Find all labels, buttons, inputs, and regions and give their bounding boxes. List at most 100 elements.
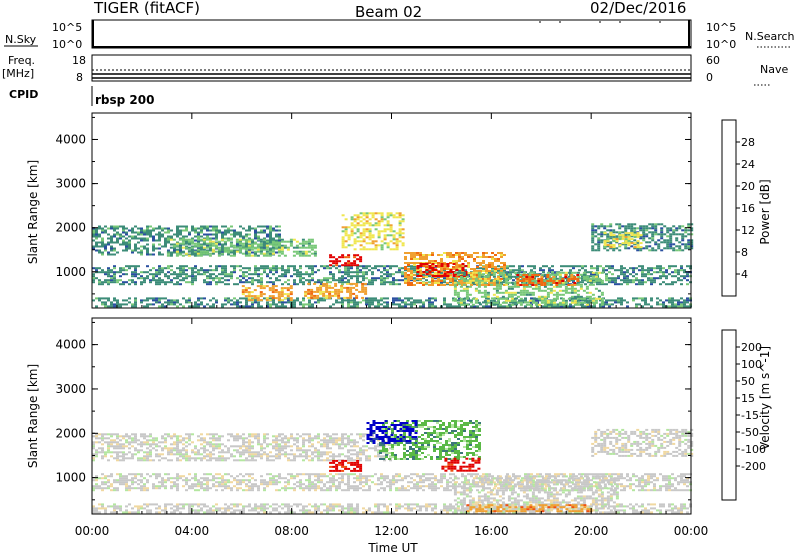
power-cell [612, 238, 616, 241]
power-cell [383, 228, 387, 231]
power-cell [128, 297, 131, 300]
power-cell [500, 278, 503, 280]
power-cell [606, 240, 610, 243]
power-cell [242, 267, 245, 270]
power-cell [155, 271, 158, 274]
power-cell [461, 280, 464, 282]
power-cell [545, 281, 548, 284]
power-cell [416, 299, 419, 302]
power-cell [591, 297, 595, 300]
power-cell [254, 279, 257, 282]
power-cell [230, 273, 233, 276]
power-cell [199, 254, 203, 257]
power-cell [585, 295, 589, 298]
power-cell [167, 281, 170, 284]
power-cell [242, 247, 245, 250]
power-cell [621, 234, 625, 237]
power-cell [281, 305, 284, 308]
power-cell [355, 282, 359, 285]
power-cell [611, 277, 614, 280]
power-cell [456, 295, 460, 298]
power-cell [265, 254, 269, 257]
power-cell [497, 269, 500, 272]
power-cell [452, 284, 455, 286]
power-cell [585, 275, 589, 278]
power-cell [683, 303, 686, 306]
velocity-cell [197, 509, 200, 512]
power-cell [155, 301, 158, 304]
power-cell [200, 243, 203, 246]
power-cell [119, 275, 122, 278]
power-cell [262, 238, 266, 241]
power-cell [374, 277, 377, 280]
power-cell [615, 238, 619, 241]
power-cell [359, 258, 363, 261]
power-cell [458, 269, 461, 272]
power-cell [356, 269, 359, 272]
power-cell [545, 277, 548, 280]
velocity-cell [107, 475, 110, 478]
power-cell [323, 277, 326, 280]
power-cell [263, 245, 266, 248]
velocity-cell [146, 487, 149, 490]
power-cell [533, 277, 536, 280]
velocity-cell [626, 505, 629, 508]
power-cell [167, 249, 170, 252]
power-cell [662, 301, 665, 304]
power-cell [107, 297, 110, 300]
power-cell [461, 284, 464, 286]
power-cell [296, 297, 299, 300]
power-cell [555, 279, 559, 282]
velocity-cell [407, 507, 410, 510]
power-cell [293, 279, 296, 282]
power-cell [686, 297, 689, 300]
power-cell [437, 278, 440, 280]
power-cell [304, 240, 308, 243]
power-cell [591, 225, 595, 228]
power-cell [308, 301, 311, 304]
power-cell [669, 233, 673, 236]
power-cell [468, 299, 472, 302]
power-cell [690, 229, 694, 232]
power-cell [314, 271, 317, 274]
velocity-cell [215, 507, 218, 510]
power-cell [281, 303, 284, 306]
power-cell [371, 248, 375, 251]
power-cell [226, 250, 230, 253]
power-cell [143, 231, 146, 234]
power-cell [569, 299, 572, 302]
power-cell [659, 299, 662, 302]
power-cell [464, 260, 467, 262]
power-cell [256, 297, 260, 300]
power-cell [230, 233, 233, 236]
power-cell [113, 229, 116, 232]
power-cell [558, 293, 562, 296]
velocity-cell [161, 485, 164, 488]
power-cell [371, 236, 375, 239]
power-cell [639, 246, 643, 249]
power-cell [459, 289, 463, 292]
power-cell [623, 271, 626, 274]
velocity-cell [314, 511, 317, 514]
power-cell [293, 305, 296, 308]
power-cell [540, 299, 544, 302]
power-cell [146, 299, 149, 302]
velocity-cell [101, 505, 104, 508]
power-cell [380, 279, 383, 282]
power-cell [407, 280, 410, 282]
power-cell [176, 227, 179, 230]
power-cell [191, 273, 194, 276]
power-cell [630, 229, 634, 232]
power-cell [98, 249, 101, 252]
power-cell [254, 229, 257, 232]
power-cell [488, 264, 491, 266]
power-cell [416, 254, 419, 256]
power-cell [549, 287, 553, 290]
power-cell [416, 301, 419, 304]
power-cell [410, 265, 413, 268]
power-cell [549, 299, 553, 302]
power-cell [119, 243, 122, 246]
velocity-cell [143, 489, 146, 492]
power-cell [440, 258, 443, 260]
power-cell [347, 226, 351, 229]
